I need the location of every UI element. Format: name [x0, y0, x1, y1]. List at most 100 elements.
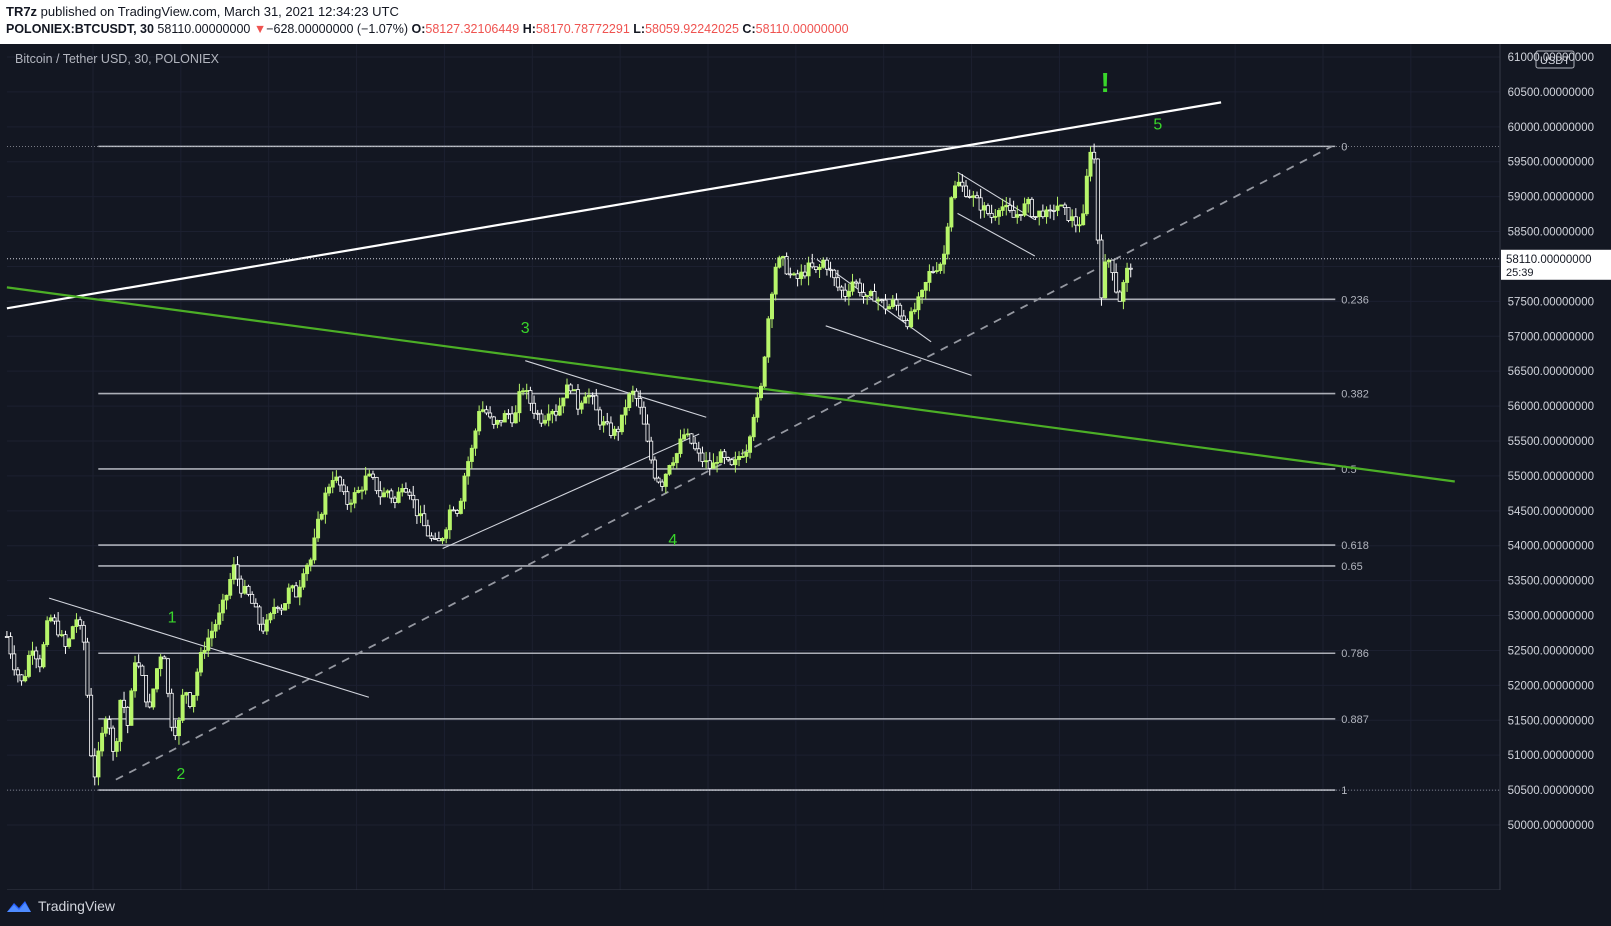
candle-body [876, 299, 881, 302]
candle-body [1106, 259, 1111, 263]
candle-body [480, 409, 485, 412]
candle-body [283, 603, 288, 611]
candle-body [920, 289, 925, 298]
candle-body [711, 462, 716, 469]
candle-body [634, 390, 639, 399]
candle-body [857, 282, 862, 293]
candle-body [363, 475, 368, 491]
candle-body [327, 486, 332, 494]
fib-level-label: 0.887 [1341, 714, 1369, 726]
candle-body [356, 489, 361, 493]
trendline-dashed [115, 145, 1333, 781]
candle-body [901, 315, 906, 321]
candles [4, 143, 1133, 786]
candle-body [1092, 151, 1097, 160]
open-value: 58127.32106449 [425, 22, 520, 36]
price-tick-label: 56000.00000000 [1508, 401, 1594, 413]
candle-body [682, 434, 687, 440]
candle-body [59, 634, 64, 637]
candle-body [1099, 239, 1104, 299]
candle-body [843, 289, 848, 297]
candle-body [359, 489, 364, 492]
candle-body [37, 658, 42, 668]
candle-body [462, 475, 467, 502]
wave-label: 4 [668, 532, 677, 549]
candle-body [557, 405, 562, 416]
candle-body [1059, 204, 1064, 207]
author-name[interactable]: TR7z [6, 4, 38, 19]
candle-body [290, 585, 295, 589]
candle-body [898, 304, 903, 317]
candle-body [191, 695, 196, 708]
price-tick-label: 57000.00000000 [1508, 331, 1594, 343]
candle-body [341, 484, 346, 493]
candle-body [1128, 267, 1133, 270]
currency-label: USDT [1540, 55, 1570, 67]
candle-body [802, 271, 807, 277]
candle-body [235, 564, 240, 580]
candle-body [305, 564, 310, 575]
candle-body [608, 422, 613, 436]
candle-body [367, 473, 372, 477]
candle-body [228, 579, 233, 596]
candle-body [942, 253, 947, 265]
candle-body [1055, 205, 1060, 211]
candle-body [338, 476, 343, 486]
candle-body [385, 490, 390, 494]
candle-body [879, 299, 884, 302]
candle-body [12, 653, 17, 671]
close-label: C: [742, 22, 756, 36]
candle-body [330, 480, 335, 488]
candle-body [242, 585, 247, 594]
candle-body [436, 538, 441, 542]
candle-body [345, 491, 350, 505]
tradingview-logo-icon [7, 901, 31, 912]
candle-body [316, 518, 321, 539]
price-axis[interactable] [1500, 44, 1611, 890]
candle-body [1040, 210, 1045, 218]
close-value: 58110.00000000 [755, 22, 849, 36]
candle-body [733, 459, 738, 466]
candle-body [1018, 214, 1023, 216]
candle-body [960, 181, 965, 187]
candle-body [791, 273, 796, 276]
candle-body [945, 226, 950, 255]
published-info: TR7z published on TradingView.com, March… [6, 4, 399, 19]
candle-body [111, 727, 116, 752]
trendline-thin [957, 171, 1036, 221]
candle-body [444, 529, 449, 539]
high-label: H: [522, 22, 536, 36]
candle-body [543, 419, 548, 424]
candle-body [114, 741, 119, 752]
candle-body [660, 481, 665, 487]
candle-body [169, 692, 174, 728]
candle-body [766, 318, 771, 358]
candle-body [374, 476, 379, 492]
trendlines[interactable] [6, 101, 1455, 781]
tradingview-brand[interactable]: TradingView [6, 898, 115, 914]
candle-body [810, 262, 815, 268]
candle-body [601, 421, 606, 426]
candle-body [52, 617, 57, 622]
price-tick-label: 51500.00000000 [1508, 715, 1594, 727]
candle-body [381, 492, 386, 498]
candle-body [583, 396, 588, 404]
candle-body [246, 585, 251, 595]
candle-body [773, 266, 778, 295]
candle-body [872, 291, 877, 302]
candle-body [619, 414, 624, 433]
candle-body [425, 525, 430, 537]
currency-badge[interactable]: USDT [1535, 50, 1575, 69]
candle-body [484, 409, 489, 414]
candle-body [575, 389, 580, 410]
candle-body [597, 409, 602, 426]
candle-body [993, 215, 998, 218]
candle-body [129, 690, 134, 726]
last-price-value: 58110.00000000 [1506, 254, 1592, 266]
candle-body [294, 585, 299, 598]
candle-body [1070, 216, 1075, 221]
candle-body [502, 413, 507, 423]
candle-body [250, 593, 255, 604]
